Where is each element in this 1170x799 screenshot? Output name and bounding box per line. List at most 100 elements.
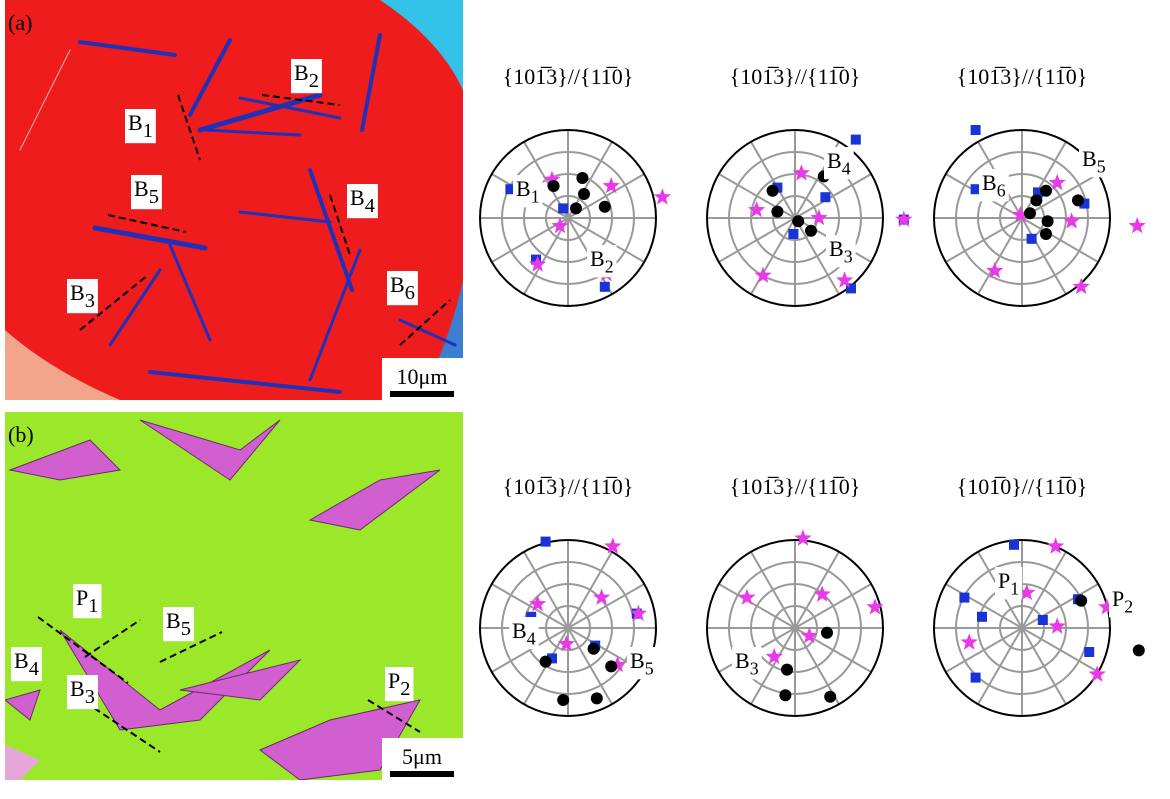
- label-subscript: 3: [85, 290, 95, 312]
- label-box: [1109, 585, 1137, 618]
- label: B5: [131, 175, 162, 210]
- outer-circle: [706, 539, 884, 717]
- label: P2: [385, 667, 414, 702]
- label-box: [1079, 145, 1109, 178]
- label-subscript: 1: [88, 595, 98, 617]
- pole-dot: [792, 215, 805, 228]
- panel-tag: (b): [8, 422, 34, 447]
- pole-dot: [805, 224, 817, 237]
- grid-spoke: [567, 551, 613, 629]
- pole-figure-title: {101̅3}//{11̅0}: [730, 64, 861, 89]
- label-letter: B: [590, 246, 605, 271]
- label-text: P1: [76, 585, 98, 617]
- scale-bar-label: 5μm: [402, 744, 442, 769]
- label: P1: [73, 584, 102, 619]
- label-subscript: 2: [1124, 596, 1133, 616]
- pole-star: [1047, 537, 1065, 554]
- label-subscript: 6: [405, 282, 415, 304]
- pole-square: [505, 184, 516, 195]
- label-text: B4: [350, 185, 375, 217]
- pole-square: [970, 672, 981, 683]
- pole-square: [599, 281, 610, 292]
- label-text: B1: [516, 176, 540, 206]
- pole-dot: [605, 660, 618, 673]
- pole-dot: [821, 626, 833, 639]
- label-letter: P: [76, 585, 88, 610]
- pole-dot: [1040, 184, 1052, 197]
- label-text: B1: [128, 110, 153, 142]
- grid-spoke: [718, 217, 796, 263]
- pole-square: [526, 611, 537, 622]
- grid-spoke: [977, 217, 1023, 295]
- pole-star: [1063, 212, 1081, 229]
- pole-star: [653, 188, 671, 205]
- label: B2: [291, 59, 322, 94]
- label: B1: [125, 109, 156, 144]
- label-letter: B: [512, 618, 527, 643]
- label-box: [67, 279, 98, 314]
- pole-star: [529, 595, 547, 612]
- pole-star: [1098, 598, 1116, 615]
- pole-dot: [590, 692, 603, 705]
- label-subscript: 2: [309, 70, 319, 92]
- label-text: B5: [630, 648, 654, 678]
- grid-spoke: [567, 583, 645, 629]
- label-letter: B: [70, 280, 85, 305]
- grid-spoke: [1021, 627, 1067, 705]
- label-subscript: 5: [1097, 156, 1106, 176]
- label-text: B4: [827, 148, 851, 178]
- label-box: [995, 567, 1023, 600]
- pole-dot: [771, 205, 784, 218]
- label-box: [385, 667, 414, 702]
- pole-star: [765, 647, 783, 665]
- label-text: P1: [998, 568, 1019, 598]
- label-letter: B: [350, 185, 365, 210]
- grid-spoke: [1021, 551, 1067, 629]
- pole-figure-title: {101̅3}//{11̅0}: [503, 474, 634, 499]
- pole-dot: [570, 202, 582, 215]
- pole-star: [895, 210, 913, 227]
- label: B4: [509, 617, 539, 650]
- pole-star: [738, 588, 756, 605]
- pole-dot: [1040, 228, 1052, 240]
- label-letter: B: [516, 176, 531, 201]
- grid-spoke: [945, 217, 1023, 263]
- micrograph-a: [5, 0, 463, 400]
- pole-star: [866, 598, 884, 615]
- pole-star: [836, 271, 854, 288]
- grid-spoke: [977, 627, 1023, 705]
- pole-dot: [1041, 215, 1054, 228]
- label: B3: [67, 675, 98, 710]
- grid-spoke: [945, 627, 1023, 673]
- label: B2: [587, 245, 617, 278]
- label-subscript: 2: [400, 678, 410, 700]
- pole-square: [970, 184, 981, 195]
- label: B6: [979, 169, 1009, 202]
- label-subscript: 1: [531, 186, 540, 206]
- grid-spoke: [567, 627, 613, 705]
- pole-figure: [706, 529, 884, 717]
- label-letter: B: [166, 608, 181, 633]
- label-box: [513, 175, 543, 208]
- label-box: [163, 607, 194, 642]
- scale-bar-label: 10μm: [397, 364, 448, 389]
- pole-dot: [587, 642, 600, 655]
- grid-spoke: [523, 551, 569, 629]
- pole-square: [547, 653, 557, 664]
- label-letter: B: [630, 648, 645, 673]
- grid-spoke: [1021, 627, 1099, 673]
- label-subscript: 3: [85, 686, 95, 708]
- label-text: B3: [70, 676, 95, 708]
- outer-circle: [479, 539, 657, 717]
- label-letter: B: [134, 176, 149, 201]
- pole-star: [792, 164, 810, 181]
- pole-star: [629, 604, 647, 621]
- outer-circle: [706, 129, 884, 307]
- grid-spoke: [794, 173, 872, 219]
- label-text: B5: [1082, 146, 1106, 176]
- grid-spoke: [1021, 217, 1099, 263]
- pole-star: [604, 537, 622, 554]
- pole-star: [557, 635, 575, 652]
- label-letter: B: [70, 676, 85, 701]
